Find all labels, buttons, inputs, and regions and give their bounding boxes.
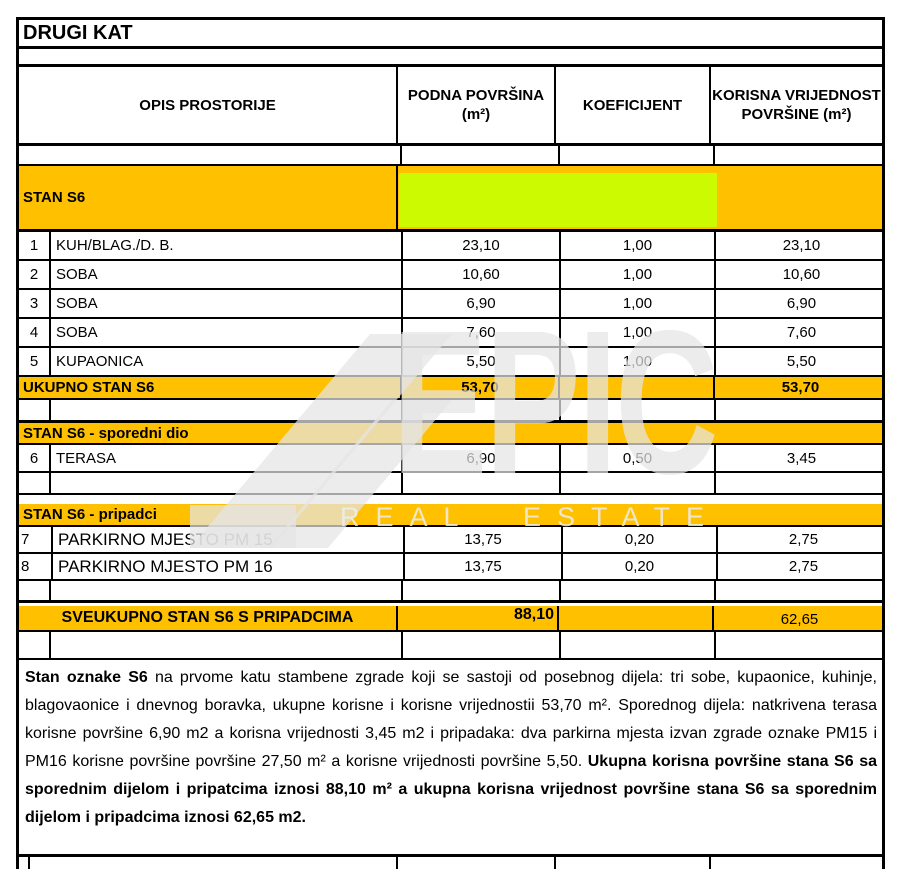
korisna-value: 6,90 — [786, 295, 817, 312]
koef-empty — [559, 606, 714, 630]
row-number: 3 — [19, 290, 51, 317]
spacer-row — [19, 400, 882, 423]
table-row: 3 SOBA 6,90 1,00 6,90 — [19, 290, 882, 319]
spacer-row — [19, 49, 882, 67]
korisna-value: 5,50 — [786, 353, 817, 370]
table-row: 6 TERASA 6,90 0,50 3,45 — [19, 445, 882, 473]
room-label: TERASA — [51, 445, 403, 471]
podna-total: 53,70 — [402, 377, 560, 398]
summary-total-bold: Ukupna korisna površine stana S6 sa spor… — [25, 753, 877, 826]
koef-value: 0,20 — [563, 527, 718, 552]
header-opis: OPIS PROSTORIJE — [19, 67, 398, 143]
room-label: PARKIRNO MJESTO PM 16 — [53, 554, 405, 579]
podna-value: 7,60 — [403, 319, 561, 346]
korisna-total: 53,70 — [781, 379, 820, 396]
spacer-row — [19, 581, 882, 603]
table-row: 7 PARKIRNO MJESTO PM 15 13,75 0,20 2,75 — [19, 527, 882, 554]
podna-value: 6,90 — [403, 290, 561, 317]
subtotal-label: UKUPNO STAN S6 — [19, 377, 402, 398]
row-number: 1 — [19, 232, 51, 259]
table-row: 8 PARKIRNO MJESTO PM 16 13,75 0,20 2,75 — [19, 554, 882, 581]
section-stan-s6: STAN S6 — [19, 166, 882, 232]
koef-value: 0,50 — [561, 445, 716, 471]
podna-value: 23,10 — [403, 232, 561, 259]
summary-body: na prvome katu stambene zgrade koji se s… — [25, 669, 877, 770]
column-divider — [396, 166, 398, 229]
subtotal-row-stan-s6: UKUPNO STAN S6 53,70 53,70 — [19, 377, 882, 400]
podna-value: 5,50 — [403, 348, 561, 375]
section-sporedni-dio: STAN S6 - sporedni dio — [19, 423, 882, 445]
row-number: 7 — [19, 527, 53, 552]
koef-value: 1,00 — [561, 232, 716, 259]
header-koeficijent: KOEFICIJENT — [556, 67, 711, 143]
row-number: 2 — [19, 261, 51, 288]
section-label: STAN S6 — [23, 189, 86, 206]
summary-intro-bold: Stan oznake S6 — [25, 669, 148, 686]
koef-empty — [560, 377, 715, 398]
room-label: SOBA — [51, 290, 403, 317]
koef-value: 1,00 — [561, 261, 716, 288]
summary-paragraph-row: Stan oznake S6 na prvome katu stambene z… — [19, 660, 882, 857]
spacer-row — [19, 473, 882, 495]
spacer-row — [19, 146, 882, 166]
room-label: SOBA — [51, 261, 403, 288]
table-row: DRUGI KAT — [19, 20, 882, 49]
grand-total-label: SVEUKUPNO STAN S6 S PRIPADCIMA — [19, 606, 398, 630]
spacer-row — [19, 495, 882, 504]
podna-value: 10,60 — [403, 261, 561, 288]
podna-value: 6,90 — [403, 445, 561, 471]
floor-title: DRUGI KAT — [23, 21, 133, 44]
grand-total-row: SVEUKUPNO STAN S6 S PRIPADCIMA 88,10 62,… — [19, 606, 882, 632]
room-label: PARKIRNO MJESTO PM 15 — [53, 527, 405, 552]
korisna-grand-total: 62,65 — [780, 611, 819, 628]
koef-value: 0,20 — [563, 554, 718, 579]
table-row: 2 SOBA 10,60 1,00 10,60 — [19, 261, 882, 290]
korisna-value: 10,60 — [782, 266, 821, 283]
korisna-value: 7,60 — [786, 324, 817, 341]
room-label: KUH/BLAG./D. B. — [51, 232, 403, 259]
section-label: STAN S6 - pripadci — [23, 506, 157, 523]
row-number: 4 — [19, 319, 51, 346]
korisna-value: 2,75 — [788, 558, 819, 575]
section-pripadci: STAN S6 - pripadci — [19, 504, 882, 527]
podna-grand-total: 88,10 — [398, 606, 559, 630]
room-label: KUPAONICA — [51, 348, 403, 375]
header-korisna: KORISNA VRIJEDNOST POVRŠINE (m²) — [712, 87, 881, 123]
area-calculation-table: DRUGI KAT OPIS PROSTORIJE PODNA POVRŠINA… — [16, 17, 885, 869]
korisna-value: 2,75 — [788, 531, 819, 548]
row-number: 6 — [19, 445, 51, 471]
table-header-row: OPIS PROSTORIJE PODNA POVRŠINA (m²) KOEF… — [19, 67, 882, 146]
korisna-value: 3,45 — [786, 449, 817, 467]
table-row: 1 KUH/BLAG./D. B. 23,10 1,00 23,10 — [19, 232, 882, 261]
podna-value: 13,75 — [405, 527, 563, 552]
table-row — [19, 857, 882, 869]
section-label: STAN S6 - sporedni dio — [23, 424, 189, 442]
podna-value: 13,75 — [405, 554, 563, 579]
row-number: 8 — [19, 554, 53, 579]
summary-paragraph: Stan oznake S6 na prvome katu stambene z… — [19, 660, 882, 854]
room-label: SOBA — [51, 319, 403, 346]
row-number: 5 — [19, 348, 51, 375]
korisna-value: 23,10 — [782, 237, 821, 254]
green-highlight-box — [399, 173, 717, 227]
koef-value: 1,00 — [561, 348, 716, 375]
koef-value: 1,00 — [561, 290, 716, 317]
spacer-row — [19, 632, 882, 660]
koef-value: 1,00 — [561, 319, 716, 346]
header-podna: PODNA POVRŠINA (m²) — [398, 67, 556, 143]
table-row: 4 SOBA 7,60 1,00 7,60 — [19, 319, 882, 348]
table-row: 5 KUPAONICA 5,50 1,00 5,50 — [19, 348, 882, 377]
